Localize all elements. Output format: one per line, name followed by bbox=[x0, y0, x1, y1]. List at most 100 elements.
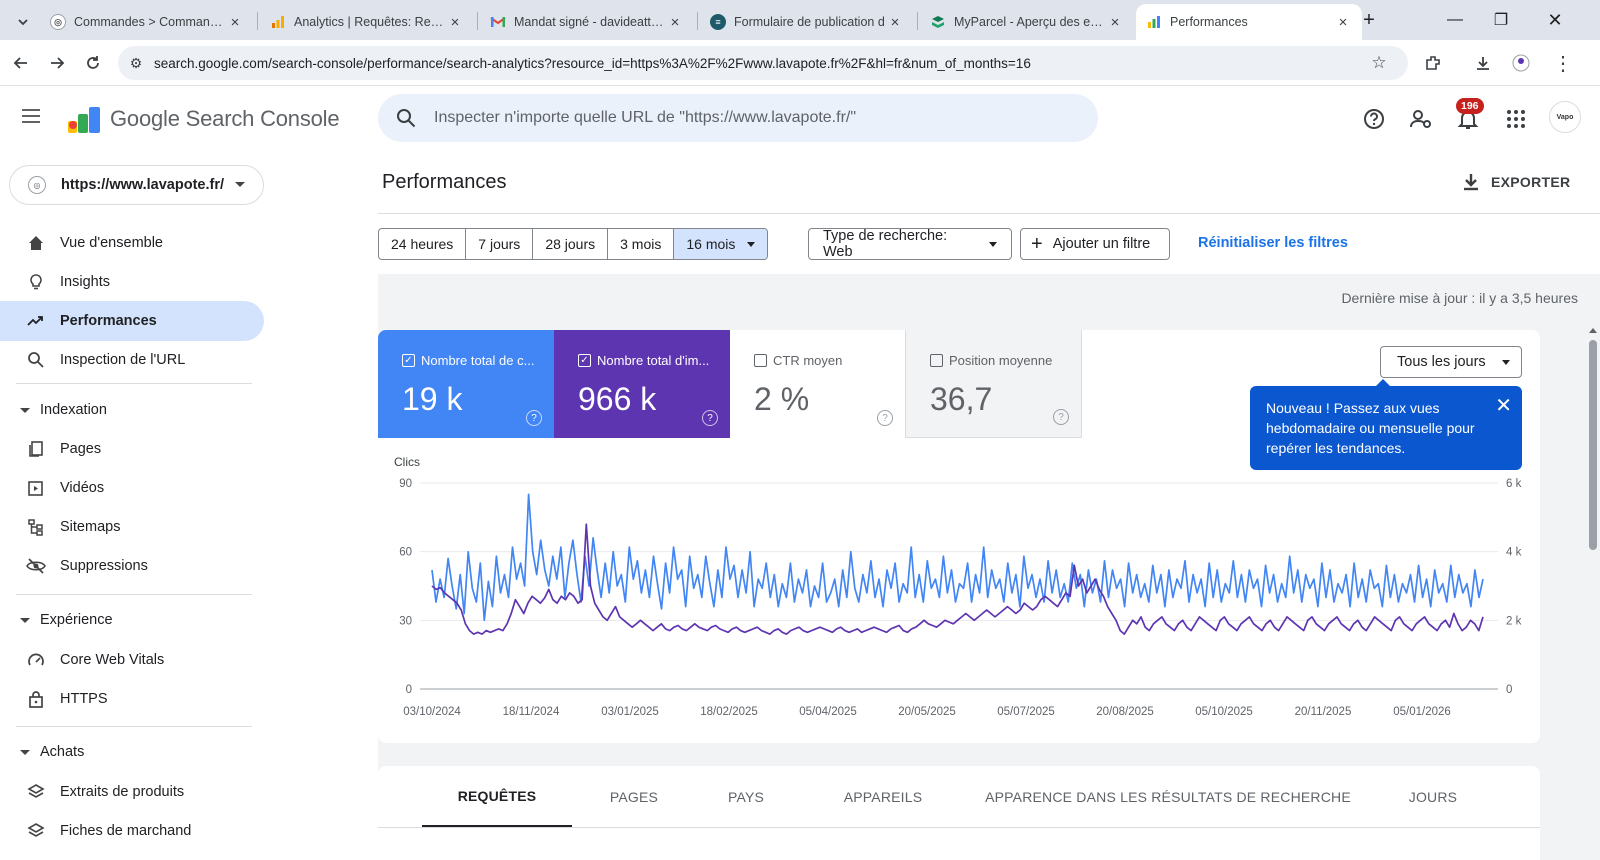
granularity-label: Tous les jours bbox=[1397, 354, 1486, 370]
section-indexing-toggle[interactable]: Indexation bbox=[0, 392, 264, 428]
sidebar-item-url-inspection[interactable]: Inspection de l'URL bbox=[0, 340, 264, 380]
checkbox-unchecked-icon[interactable] bbox=[754, 354, 767, 367]
browser-tab[interactable]: Mandat signé - davideattard × bbox=[480, 4, 694, 40]
close-window-button[interactable]: ✕ bbox=[1547, 9, 1563, 30]
search-icon bbox=[378, 108, 434, 128]
checkbox-checked-icon[interactable]: ✓ bbox=[402, 354, 415, 367]
chevron-down-icon bbox=[18, 19, 28, 26]
browser-tab[interactable]: ≡ Formulaire de publication d × bbox=[700, 4, 914, 40]
manage-users-icon[interactable] bbox=[1404, 102, 1438, 136]
tab-search-button[interactable] bbox=[8, 4, 38, 40]
lightbulb-icon bbox=[26, 272, 46, 292]
reload-button[interactable] bbox=[78, 48, 108, 78]
layers-icon bbox=[26, 821, 46, 841]
tab-queries[interactable]: REQUÊTES bbox=[422, 766, 572, 828]
menu-icon[interactable] bbox=[22, 105, 48, 131]
new-tab-button[interactable]: + bbox=[1363, 8, 1375, 31]
sidebar-item-sitemaps[interactable]: Sitemaps bbox=[0, 507, 264, 547]
minimize-button[interactable]: — bbox=[1447, 11, 1463, 28]
performance-line-chart[interactable]: ClicsImpressions030609002 k4 k6 k03/10/2… bbox=[378, 450, 1540, 743]
close-icon[interactable]: ✕ bbox=[1495, 395, 1512, 417]
sidebar-item-overview[interactable]: Vue d'ensemble bbox=[0, 223, 264, 263]
maximize-button[interactable]: ❐ bbox=[1493, 12, 1509, 29]
sidebar-item-insights[interactable]: Insights bbox=[0, 262, 264, 302]
url-inspection-search[interactable] bbox=[378, 94, 1098, 142]
reset-filters-link[interactable]: Réinitialiser les filtres bbox=[1198, 235, 1348, 251]
download-icon[interactable] bbox=[1468, 48, 1498, 78]
help-icon[interactable]: ? bbox=[877, 410, 893, 426]
section-experience-toggle[interactable]: Expérience bbox=[0, 602, 264, 638]
sidebar-item-videos[interactable]: Vidéos bbox=[0, 468, 264, 508]
checkbox-checked-icon[interactable]: ✓ bbox=[578, 354, 591, 367]
metric-impressions[interactable]: ✓ Nombre total d'im... 966 k ? bbox=[554, 330, 730, 438]
browser-tab[interactable]: ◎ Commandes > Commande T × bbox=[40, 4, 254, 40]
page-scrollbar[interactable] bbox=[1586, 328, 1600, 860]
metric-position[interactable]: Position moyenne 36,7 ? bbox=[906, 330, 1082, 438]
search-type-filter[interactable]: Type de recherche: Web bbox=[808, 228, 1012, 260]
close-tab-icon[interactable]: × bbox=[1338, 13, 1348, 31]
sidebar-item-pages[interactable]: Pages bbox=[0, 429, 264, 469]
dropdown-arrow-icon bbox=[1501, 359, 1510, 365]
plus-icon: + bbox=[1031, 233, 1043, 255]
more-menu-icon[interactable]: ⋮ bbox=[1553, 52, 1573, 75]
forward-button[interactable] bbox=[42, 48, 72, 78]
section-shopping-toggle[interactable]: Achats bbox=[0, 734, 264, 770]
granularity-dropdown[interactable]: Tous les jours bbox=[1380, 346, 1522, 378]
date-range-16m[interactable]: 16 mois bbox=[674, 229, 768, 259]
scrollbar-thumb[interactable] bbox=[1589, 340, 1597, 550]
metric-ctr[interactable]: CTR moyen 2 % ? bbox=[730, 330, 906, 438]
tab-countries[interactable]: PAYS bbox=[696, 766, 796, 828]
search-input[interactable] bbox=[434, 109, 1054, 127]
close-tab-icon[interactable]: × bbox=[230, 13, 240, 31]
extensions-icon[interactable] bbox=[1418, 48, 1448, 78]
close-tab-icon[interactable]: × bbox=[1110, 13, 1120, 31]
apps-grid-icon[interactable] bbox=[1499, 102, 1533, 136]
metric-clicks[interactable]: ✓ Nombre total de c... 19 k ? bbox=[378, 330, 554, 438]
checkbox-unchecked-icon[interactable] bbox=[930, 354, 943, 367]
help-icon[interactable]: ? bbox=[1053, 409, 1069, 425]
tab-search-appearance[interactable]: APPARENCE DANS LES RÉSULTATS DE RECHERCH… bbox=[978, 766, 1358, 828]
help-icon[interactable]: ? bbox=[702, 410, 718, 426]
sidebar-item-label: Suppressions bbox=[60, 558, 148, 574]
close-tab-icon[interactable]: × bbox=[670, 13, 680, 31]
profile-icon[interactable] bbox=[1506, 48, 1536, 78]
date-range-3m[interactable]: 3 mois bbox=[608, 229, 675, 259]
browser-tab[interactable]: MyParcel - Aperçu des envoi × bbox=[920, 4, 1134, 40]
help-icon[interactable] bbox=[1357, 102, 1391, 136]
browser-tab-title: MyParcel - Aperçu des envoi bbox=[954, 15, 1106, 29]
avatar[interactable]: Vapo bbox=[1549, 101, 1581, 133]
tab-pages[interactable]: PAGES bbox=[574, 766, 694, 828]
tab-days[interactable]: JOURS bbox=[1388, 766, 1478, 828]
tab-label: APPAREILS bbox=[843, 789, 923, 805]
export-button[interactable]: EXPORTER bbox=[1463, 166, 1570, 198]
sidebar-item-product-snippets[interactable]: Extraits de produits bbox=[0, 772, 264, 812]
address-bar[interactable]: ⚙ search.google.com/search-console/perfo… bbox=[118, 46, 1408, 80]
sidebar-item-label: Insights bbox=[60, 274, 110, 290]
bookmark-star-icon[interactable]: ☆ bbox=[1371, 53, 1387, 72]
date-range-7d[interactable]: 7 jours bbox=[466, 229, 534, 259]
add-filter-button[interactable]: + Ajouter un filtre bbox=[1020, 228, 1170, 260]
close-tab-icon[interactable]: × bbox=[890, 13, 900, 31]
property-selector[interactable]: ◎ https://www.lavapote.fr/ bbox=[9, 165, 264, 205]
sidebar-item-removals[interactable]: Suppressions bbox=[0, 546, 264, 586]
tab-devices[interactable]: APPAREILS bbox=[818, 766, 948, 828]
sidebar-item-core-web-vitals[interactable]: Core Web Vitals bbox=[0, 640, 264, 680]
browser-tab[interactable]: Analytics | Requêtes: Requête × bbox=[260, 4, 474, 40]
close-tab-icon[interactable]: × bbox=[450, 13, 460, 31]
date-range-selector: 24 heures 7 jours 28 jours 3 mois 16 moi… bbox=[378, 228, 769, 260]
sidebar-item-performance[interactable]: Performances bbox=[0, 301, 264, 341]
help-icon[interactable]: ? bbox=[526, 410, 542, 426]
sidebar-item-merchant-listings[interactable]: Fiches de marchand bbox=[0, 811, 264, 851]
date-range-28d[interactable]: 28 jours bbox=[533, 229, 609, 259]
avatar-text: Vapo bbox=[1556, 113, 1574, 121]
sidebar-item-https[interactable]: HTTPS bbox=[0, 679, 264, 719]
site-info-icon[interactable]: ⚙ bbox=[129, 54, 143, 71]
x-tick-label: 03/10/2024 bbox=[403, 706, 461, 718]
x-tick-label: 05/07/2025 bbox=[997, 706, 1055, 718]
scroll-up-arrow-icon[interactable] bbox=[1589, 328, 1597, 333]
date-range-24h[interactable]: 24 heures bbox=[379, 229, 467, 259]
product-name[interactable]: Google Search Console bbox=[110, 106, 340, 131]
back-button[interactable] bbox=[6, 48, 36, 78]
url-text[interactable]: search.google.com/search-console/perform… bbox=[154, 55, 1031, 71]
browser-tab-active[interactable]: Performances × bbox=[1136, 4, 1362, 40]
